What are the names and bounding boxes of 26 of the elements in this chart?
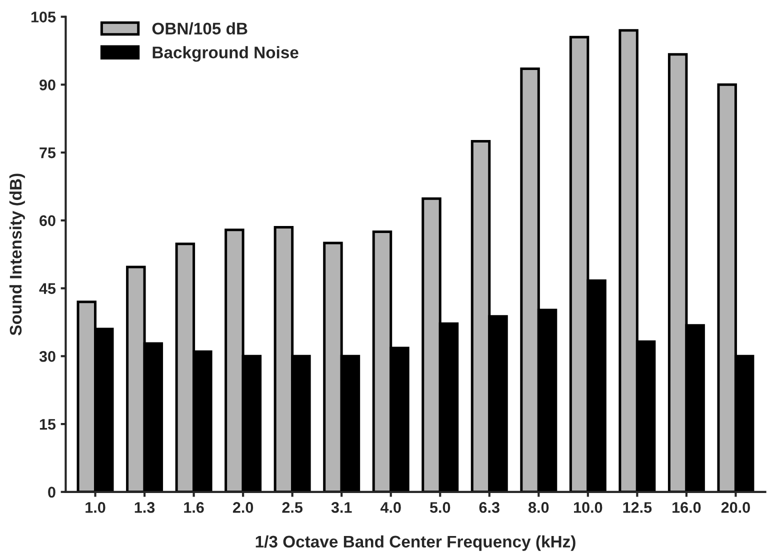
x-axis-title: 1/3 Octave Band Center Frequency (kHz)	[256, 535, 576, 551]
y-tick-label: 15	[40, 419, 56, 430]
legend-label: OBN/105 dB	[152, 22, 248, 35]
y-tick-label: 90	[40, 80, 56, 90]
legend-label: Background Noise	[152, 46, 298, 62]
x-tick-label: 1.0	[86, 502, 106, 513]
y-tick-label: 45	[39, 283, 56, 294]
x-tick-label: 16.0	[672, 502, 701, 513]
x-tick-label: 2.0	[232, 502, 254, 513]
y-tick-label: 75	[40, 148, 56, 158]
y-tick-label: 0	[48, 486, 56, 498]
y-tick-label: 60	[40, 215, 56, 226]
x-tick-label: 6.3	[479, 502, 500, 513]
y-axis-title: Sound Intensity (dB)	[9, 174, 25, 336]
x-tick-label: 20.0	[721, 502, 750, 513]
x-tick-label: 1.6	[184, 502, 204, 513]
y-tick-label: 105	[31, 12, 56, 22]
x-tick-label: 12.5	[623, 502, 652, 513]
x-tick-label: 3.1	[331, 502, 352, 513]
x-tick-label: 2.5	[282, 502, 303, 513]
x-tick-label: 8.0	[528, 502, 549, 513]
x-tick-label: 10.0	[574, 502, 602, 513]
x-tick-label: 1.3	[134, 502, 155, 513]
x-tick-label: 4.0	[380, 502, 401, 513]
y-tick-label: 30	[39, 351, 56, 362]
x-tick-label: 5.0	[430, 502, 450, 513]
